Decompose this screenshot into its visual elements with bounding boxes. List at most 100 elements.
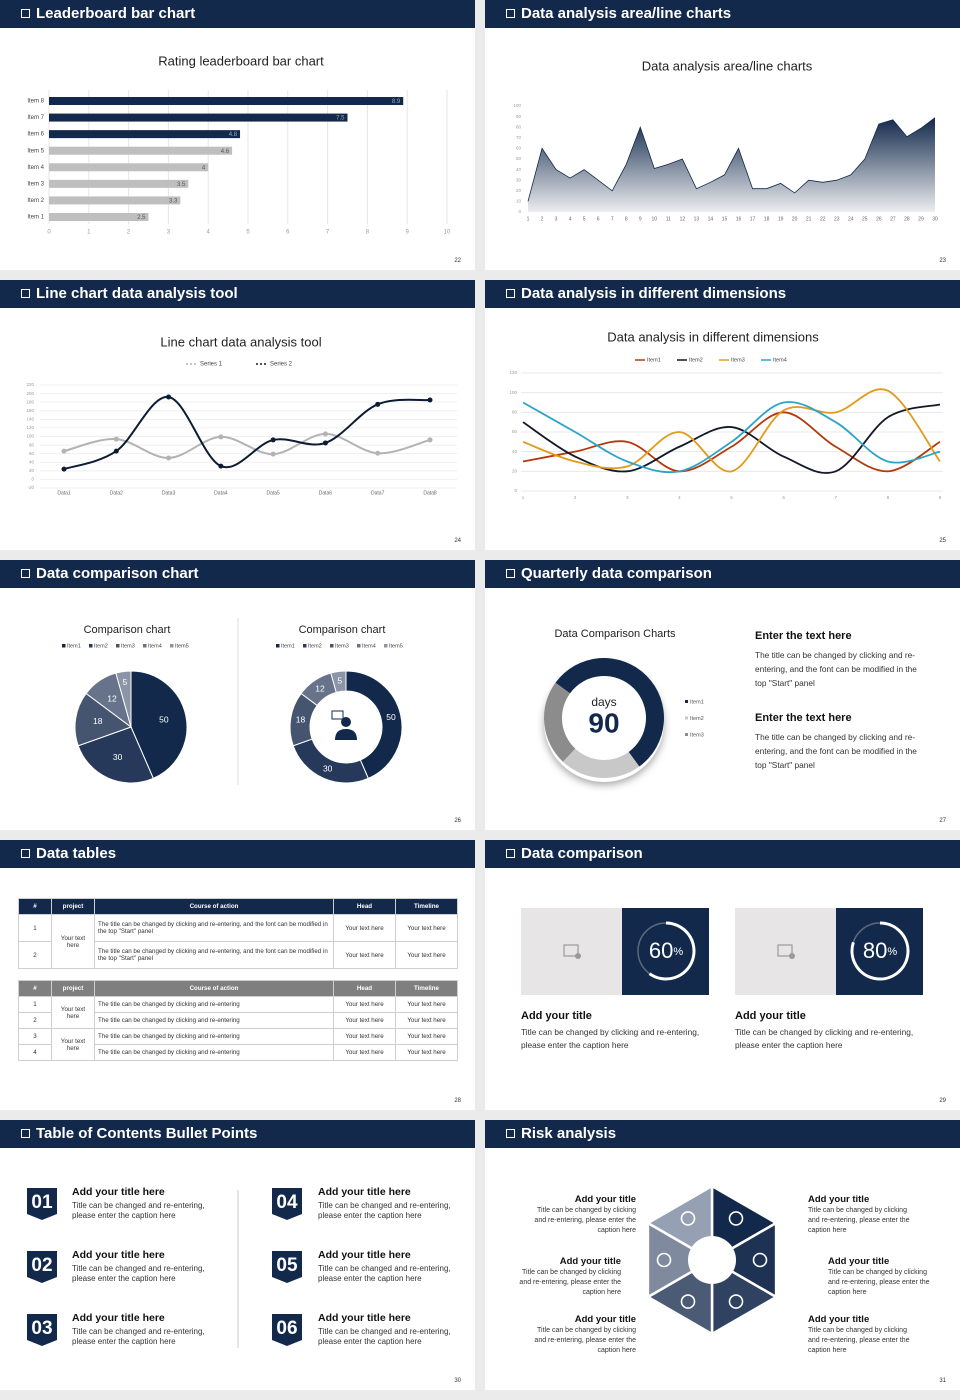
x-tick-label: Data5: [266, 490, 280, 496]
point: [427, 397, 433, 403]
point: [375, 401, 381, 407]
ring-label: 80%: [863, 938, 897, 963]
x-tick-label: Data4: [214, 490, 228, 496]
y-tick-label: 120: [509, 370, 517, 375]
block-text: Title can be changed by clicking and re-…: [519, 1269, 621, 1296]
number-badge: [27, 1251, 57, 1283]
cell: 2: [18, 1012, 52, 1029]
x-tick-label: 27: [890, 216, 896, 222]
data-label: 4: [202, 165, 206, 171]
legend-label: Item1: [647, 357, 661, 363]
x-tick-label: Data3: [162, 490, 176, 496]
ring-value: 60: [649, 938, 673, 963]
item-title: Add your title here: [72, 1186, 165, 1198]
slide-title: Data analysis area/line charts: [521, 5, 732, 22]
center-value: 90: [588, 707, 619, 738]
y-tick-label: 20: [516, 188, 522, 193]
cell: The title can be changed by clicking and…: [94, 1012, 334, 1029]
area-fill: [528, 117, 935, 212]
header-cell: Timeline: [395, 980, 458, 997]
cell: Your text here: [395, 941, 458, 969]
y-tick-label: 120: [26, 425, 34, 430]
y-tick-label: 40: [516, 167, 522, 172]
page-number: 28: [454, 1098, 461, 1104]
block-title: Add your title: [828, 1256, 890, 1267]
table-row: 3 Your text here The title can be changed …: [18, 1028, 458, 1061]
slide-title: Data analysis in different dimensions: [521, 285, 787, 302]
slide-header: Data comparison chart: [0, 560, 475, 588]
checkbox-icon: [506, 9, 515, 18]
slide-canvas: Rating leaderboard bar chart 0 1 2 3 4 5 6 7 8 9 10…: [27, 53, 451, 236]
area-line: [527, 117, 936, 202]
data-label: 3.5: [177, 182, 186, 188]
slice: [130, 670, 188, 780]
slice: [115, 670, 132, 728]
category-label: Item 2: [27, 198, 44, 204]
checkbox-icon: [21, 569, 30, 578]
y-tick-label: 90: [516, 114, 522, 119]
block-text: Title can be changed by clicking and re-…: [808, 1207, 910, 1234]
badge-number: 01: [31, 1192, 53, 1213]
x-tick-label: 20: [792, 216, 798, 222]
header-cell: project: [51, 980, 95, 997]
item-title: Add your title here: [318, 1249, 411, 1261]
cell: 3: [18, 1028, 52, 1045]
legend-label: Item2: [308, 643, 322, 649]
page-number: 29: [939, 1098, 946, 1104]
slice-label: 5: [123, 677, 128, 687]
slide-canvas: Comparison chart Item1 Item2 Item3 Item4 Item…: [62, 618, 403, 785]
table-row: 4 The title can be changed by clicking an…: [18, 1044, 458, 1061]
y-tick-label: 30: [516, 177, 522, 182]
y-tick-label: 10: [516, 199, 522, 204]
slide-header: Data tables: [0, 840, 475, 868]
ring-value: 80: [863, 938, 887, 963]
segment-icon: [680, 1294, 696, 1309]
checkbox-icon: [506, 569, 515, 578]
slide-title: Table of Contents Bullet Points: [36, 1125, 258, 1142]
legend-swatch: [170, 644, 174, 648]
card-text: Title can be changed by clicking and re-…: [521, 1027, 700, 1050]
page-number: 30: [454, 1378, 461, 1384]
center-label: days: [591, 695, 616, 709]
y-tick-label: 0: [31, 477, 34, 482]
hex-segment: [645, 1183, 714, 1263]
slide-header: Line chart data analysis tool: [0, 280, 475, 308]
slide-title: Quarterly data comparison: [521, 565, 712, 582]
header-row: # project Course of action Head Timeline: [18, 898, 458, 915]
page-number: 23: [939, 258, 946, 264]
header-cell: Head: [333, 980, 396, 997]
legend-swatch: [330, 644, 334, 648]
y-tick-label: 100: [26, 434, 34, 439]
bar: [49, 163, 209, 172]
slide: Data analysis area/line charts 23 Data ana…: [485, 0, 960, 270]
x-tick-label: 12: [680, 216, 686, 222]
segment-icon: [656, 1252, 672, 1268]
badge-number: 05: [276, 1255, 298, 1276]
segment-icon: [680, 1211, 696, 1226]
block-text: The title can be changed by clicking and…: [755, 732, 917, 770]
point: [322, 440, 328, 446]
point: [61, 448, 67, 454]
legend-swatch: [303, 644, 307, 648]
item-text: Title can be changed and re-entering, pl…: [318, 1264, 451, 1283]
x-tick-label: 10: [444, 230, 451, 236]
x-tick-label: 6: [782, 495, 785, 500]
y-tick-label: 60: [29, 451, 35, 456]
cell: Your text here: [333, 996, 396, 1013]
ring-progress: [648, 921, 696, 981]
block-title: Add your title: [574, 1194, 636, 1205]
block-title: Add your title: [808, 1194, 870, 1205]
y-tick-label: 140: [26, 417, 34, 422]
data-label: 3.3: [169, 199, 178, 205]
item-text: Title can be changed and re-entering, pl…: [72, 1327, 205, 1346]
image-icon-plus: [789, 953, 795, 959]
legend-label: Item4: [362, 643, 376, 649]
slide-title: Data tables: [36, 845, 117, 862]
point: [218, 463, 224, 469]
segment-icon: [728, 1294, 744, 1309]
header-row: # project Course of action Head Timeline: [18, 980, 458, 997]
chart-title: Rating leaderboard bar chart: [158, 53, 324, 68]
cell: Your text here: [395, 996, 458, 1013]
chart-title: Data analysis in different dimensions: [607, 329, 819, 344]
y-tick-label: 80: [29, 442, 35, 447]
